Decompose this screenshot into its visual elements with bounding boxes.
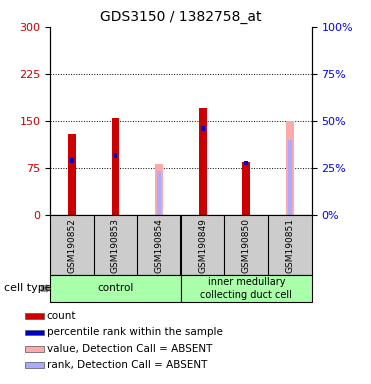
Bar [25, 346, 43, 352]
Bar [70, 158, 74, 163]
Text: count: count [47, 311, 76, 321]
Text: control: control [97, 283, 134, 293]
Text: GSM190854: GSM190854 [155, 218, 164, 273]
Bar [157, 171, 161, 215]
Bar [114, 153, 118, 158]
Text: value, Detection Call = ABSENT: value, Detection Call = ABSENT [47, 344, 212, 354]
Bar [201, 126, 205, 131]
Bar [181, 275, 312, 302]
Text: GSM190851: GSM190851 [285, 218, 294, 273]
Text: GSM190850: GSM190850 [242, 218, 251, 273]
Text: GSM190852: GSM190852 [68, 218, 76, 273]
Bar [68, 134, 76, 215]
Text: rank, Detection Call = ABSENT: rank, Detection Call = ABSENT [47, 360, 207, 370]
Bar [25, 329, 43, 335]
Text: GSM190849: GSM190849 [198, 218, 207, 273]
Bar [50, 275, 181, 302]
Bar [112, 118, 119, 215]
Bar [25, 313, 43, 319]
Text: cell type: cell type [4, 283, 51, 293]
Bar [242, 162, 250, 215]
Bar [244, 161, 248, 165]
Bar [286, 121, 294, 215]
Text: percentile rank within the sample: percentile rank within the sample [47, 328, 223, 338]
Title: GDS3150 / 1382758_at: GDS3150 / 1382758_at [100, 10, 262, 25]
Bar [199, 108, 207, 215]
Bar [155, 164, 163, 215]
Text: inner medullary
collecting duct cell: inner medullary collecting duct cell [200, 277, 292, 300]
Bar [288, 140, 292, 215]
Text: GSM190853: GSM190853 [111, 218, 120, 273]
Bar [25, 362, 43, 368]
